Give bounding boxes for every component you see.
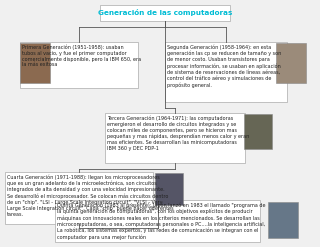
Text: Primera Generación (1951-1958): usaban
tubos al vacio, y fue el primer computado: Primera Generación (1951-1958): usaban t… [22,44,141,67]
FancyBboxPatch shape [165,42,287,102]
Text: Segunda Generación (1958-1964): en esta
generación las cp se reducen de tamaño y: Segunda Generación (1958-1964): en esta … [167,44,281,88]
FancyBboxPatch shape [20,42,138,88]
Text: Cuarta Generación (1971-1988): llegan los microprocesadores
que es un gran adela: Cuarta Generación (1971-1988): llegan lo… [7,174,174,217]
FancyBboxPatch shape [100,5,230,21]
FancyBboxPatch shape [155,173,183,205]
FancyBboxPatch shape [276,43,306,83]
FancyBboxPatch shape [268,202,298,238]
FancyBboxPatch shape [105,113,245,163]
FancyBboxPatch shape [244,114,272,149]
Text: Tercera Generación (1964-1971): las computadoras
emergieron el desarrollo de cir: Tercera Generación (1964-1971): las comp… [107,115,249,151]
FancyBboxPatch shape [20,43,50,83]
FancyBboxPatch shape [5,172,153,224]
FancyBboxPatch shape [55,200,260,242]
Text: Generación de las computadoras: Generación de las computadoras [98,9,232,17]
Text: Quinta Generación (1983 al presente): Japón lanzó en 1983 el llamado "programa d: Quinta Generación (1983 al presente): Ja… [57,202,266,240]
